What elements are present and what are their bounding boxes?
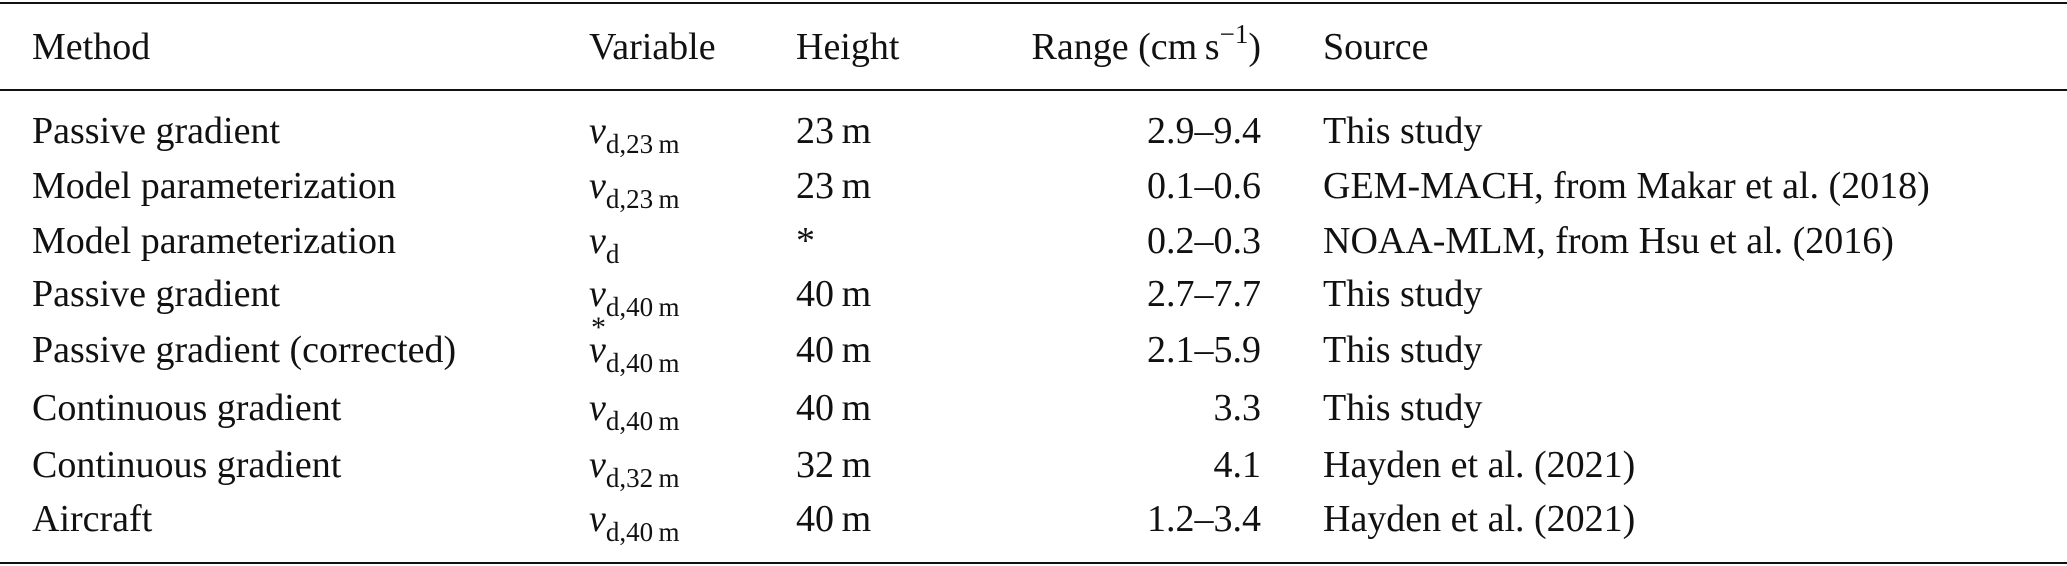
table-cell: Model parameterization (32, 220, 397, 262)
variable-sub: d,40 m (605, 292, 680, 322)
header-tail: ) (1248, 26, 1261, 68)
table-cell: This study (1323, 273, 1483, 315)
table-cell: Continuous gradient (32, 387, 342, 429)
variable-base: v * (589, 313, 606, 371)
variable-symbol: v (589, 498, 606, 540)
table-cell: 40 m (796, 498, 872, 540)
variable-symbol: v (589, 220, 606, 262)
variable-cell: v * d,40 m (589, 313, 680, 377)
table-cell: 40 m (796, 387, 872, 429)
table-cell: Passive gradient (32, 273, 281, 315)
header-cell: Source (1323, 26, 1429, 68)
header-cell: Range (cm s−1) (1031, 21, 1261, 68)
variable-cell: vd (589, 220, 619, 268)
table-cell: This study (1323, 387, 1483, 429)
header-cell: Method (32, 26, 151, 68)
variable-cell: vd,23 m (589, 110, 680, 158)
variable-symbol: v (589, 387, 606, 429)
table-cell: This study (1323, 110, 1483, 152)
header-sup: −1 (1219, 19, 1249, 49)
variable-symbol: v (589, 444, 606, 486)
variable-sup: * (591, 311, 606, 344)
variable-cell: vd,40 m (589, 498, 680, 546)
table-cell: 2.7–7.7 (1147, 273, 1261, 315)
table-cell: * (796, 220, 815, 262)
table-cell: 40 m (796, 273, 872, 315)
table-cell: Hayden et al. (2021) (1323, 444, 1636, 486)
variable-sub: d,32 m (605, 463, 680, 493)
table-cell: 32 m (796, 444, 872, 486)
table-cell: Aircraft (32, 498, 153, 540)
variable-symbol: v (589, 110, 606, 152)
variable-symbol: v (589, 165, 606, 207)
table-cell: Continuous gradient (32, 444, 342, 486)
table-cell: 2.1–5.9 (1147, 329, 1261, 371)
variable-sub: d,40 m (605, 348, 680, 378)
variable-cell: vd,40 m (589, 387, 680, 435)
variable-sub: d,40 m (605, 517, 680, 547)
variable-cell: vd,32 m (589, 444, 680, 492)
table-cell: Hayden et al. (2021) (1323, 498, 1636, 540)
bottom-rule (0, 562, 2067, 564)
table-cell: 3.3 (1213, 387, 1262, 429)
variable-sub: d,23 m (605, 129, 680, 159)
header-cell: Height (796, 26, 900, 68)
variable-symbol: v (589, 273, 606, 315)
header-cell: Variable (589, 26, 716, 68)
table-cell: 1.2–3.4 (1147, 498, 1261, 540)
variable-sub: d (605, 239, 620, 269)
variable-cell: vd,23 m (589, 165, 680, 213)
variable-sub: d,23 m (605, 184, 680, 214)
table-cell: This study (1323, 329, 1483, 371)
table-cell: 40 m (796, 329, 872, 371)
table-cell: 23 m (796, 110, 872, 152)
variable-sub: d,40 m (605, 406, 680, 436)
table-cell: 2.9–9.4 (1147, 110, 1261, 152)
header-text: Range (cm s (1031, 26, 1220, 68)
table-cell: 4.1 (1213, 444, 1262, 486)
table-cell: 0.1–0.6 (1147, 165, 1261, 207)
table-cell: Model parameterization (32, 165, 397, 207)
table-cell: 23 m (796, 165, 872, 207)
variable-symbol: v (589, 329, 606, 371)
top-rule (0, 2, 2067, 4)
header-rule (0, 89, 2067, 91)
table-cell: GEM-MACH, from Makar et al. (2018) (1323, 165, 1930, 207)
table-cell: 0.2–0.3 (1147, 220, 1261, 262)
variable-cell: vd,40 m (589, 273, 680, 321)
table-cell: NOAA-MLM, from Hsu et al. (2016) (1323, 220, 1894, 262)
table-cell: Passive gradient (32, 110, 281, 152)
table-cell: Passive gradient (corrected) (32, 329, 457, 371)
